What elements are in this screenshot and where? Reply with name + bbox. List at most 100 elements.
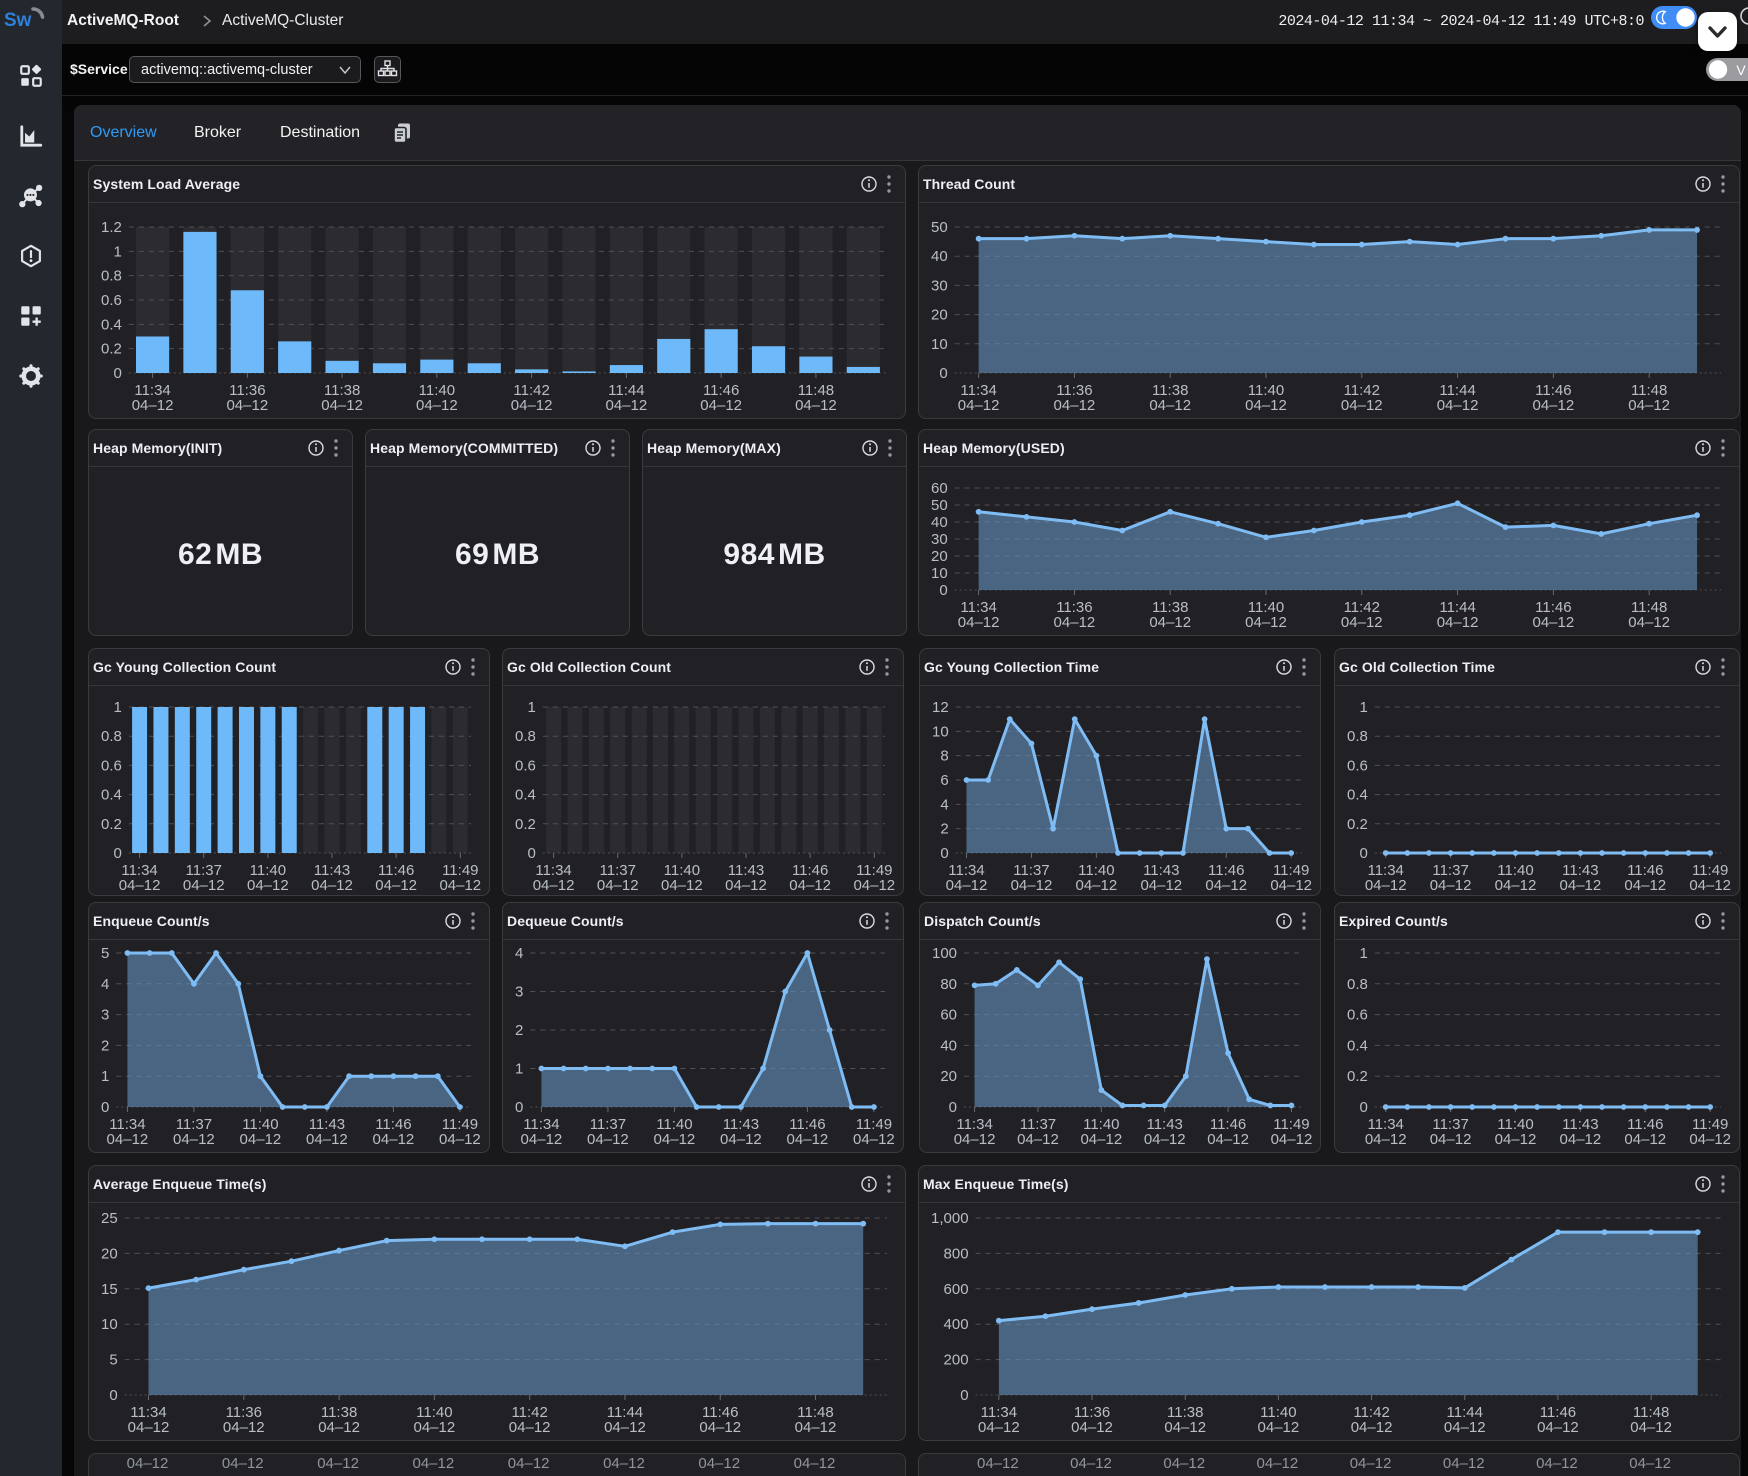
svg-text:04–12: 04–12 bbox=[1140, 877, 1182, 894]
svg-text:0.6: 0.6 bbox=[515, 757, 536, 774]
svg-text:0.6: 0.6 bbox=[1347, 757, 1368, 774]
svg-text:04–12: 04–12 bbox=[226, 397, 268, 414]
svg-text:04–12: 04–12 bbox=[223, 1419, 265, 1436]
svg-text:11:49: 11:49 bbox=[856, 862, 892, 879]
svg-text:11:44: 11:44 bbox=[1447, 1404, 1483, 1421]
svg-text:60: 60 bbox=[940, 1007, 957, 1024]
svg-text:04–12: 04–12 bbox=[1054, 397, 1096, 414]
svg-text:04–12: 04–12 bbox=[511, 397, 553, 414]
svg-text:11:46: 11:46 bbox=[1535, 382, 1571, 399]
svg-text:04–12: 04–12 bbox=[787, 1131, 829, 1148]
svg-text:200: 200 bbox=[944, 1352, 969, 1369]
svg-text:1: 1 bbox=[114, 243, 122, 260]
svg-text:04–12: 04–12 bbox=[1257, 1455, 1299, 1472]
svg-text:04–12: 04–12 bbox=[1144, 1131, 1186, 1148]
svg-text:11:38: 11:38 bbox=[321, 1404, 357, 1421]
svg-text:04–12: 04–12 bbox=[1245, 397, 1287, 414]
svg-text:20: 20 bbox=[940, 1068, 957, 1085]
svg-text:0.2: 0.2 bbox=[101, 816, 122, 833]
svg-text:11:46: 11:46 bbox=[1540, 1404, 1576, 1421]
svg-text:50: 50 bbox=[931, 497, 948, 514]
svg-text:0: 0 bbox=[960, 1387, 968, 1404]
svg-text:11:38: 11:38 bbox=[324, 382, 360, 399]
svg-text:04–12: 04–12 bbox=[1624, 1131, 1666, 1148]
svg-text:11:42: 11:42 bbox=[513, 382, 549, 399]
svg-text:0.4: 0.4 bbox=[515, 787, 536, 804]
svg-text:40: 40 bbox=[931, 514, 948, 531]
svg-text:11:46: 11:46 bbox=[375, 1116, 411, 1133]
svg-text:11:43: 11:43 bbox=[1146, 1116, 1182, 1133]
svg-text:0: 0 bbox=[940, 845, 948, 862]
svg-text:11:46: 11:46 bbox=[1210, 1116, 1246, 1133]
svg-text:11:42: 11:42 bbox=[1353, 1404, 1389, 1421]
svg-text:11:38: 11:38 bbox=[1152, 599, 1188, 616]
svg-text:11:34: 11:34 bbox=[134, 382, 170, 399]
svg-text:11:40: 11:40 bbox=[416, 1404, 452, 1421]
svg-text:04–12: 04–12 bbox=[1437, 397, 1479, 414]
svg-text:04–12: 04–12 bbox=[1076, 877, 1118, 894]
svg-text:30: 30 bbox=[931, 531, 948, 548]
svg-text:11:48: 11:48 bbox=[798, 382, 834, 399]
svg-text:11:48: 11:48 bbox=[1633, 1404, 1669, 1421]
svg-text:1.2: 1.2 bbox=[101, 219, 122, 236]
svg-text:600: 600 bbox=[944, 1281, 969, 1298]
svg-text:11:36: 11:36 bbox=[226, 1404, 262, 1421]
svg-text:04–12: 04–12 bbox=[1207, 1131, 1249, 1148]
svg-text:2: 2 bbox=[101, 1037, 109, 1054]
svg-text:10: 10 bbox=[101, 1316, 118, 1333]
svg-text:0.2: 0.2 bbox=[1347, 1068, 1368, 1085]
svg-text:11:49: 11:49 bbox=[442, 862, 478, 879]
svg-text:2: 2 bbox=[515, 1022, 523, 1039]
svg-text:11:46: 11:46 bbox=[792, 862, 828, 879]
svg-text:11:37: 11:37 bbox=[590, 1116, 626, 1133]
svg-text:04–12: 04–12 bbox=[1430, 1131, 1472, 1148]
svg-text:10: 10 bbox=[932, 723, 949, 740]
svg-text:04–12: 04–12 bbox=[128, 1419, 170, 1436]
svg-text:1: 1 bbox=[515, 1061, 523, 1078]
svg-text:30: 30 bbox=[931, 277, 948, 294]
svg-text:04–12: 04–12 bbox=[606, 397, 648, 414]
svg-text:11:43: 11:43 bbox=[309, 1116, 345, 1133]
svg-text:1: 1 bbox=[1360, 699, 1368, 716]
svg-text:04–12: 04–12 bbox=[603, 1455, 645, 1472]
svg-text:0.2: 0.2 bbox=[101, 341, 122, 358]
svg-text:10: 10 bbox=[931, 336, 948, 353]
svg-text:04–12: 04–12 bbox=[1443, 1455, 1485, 1472]
svg-text:11:46: 11:46 bbox=[378, 862, 414, 879]
svg-text:04–12: 04–12 bbox=[946, 877, 988, 894]
svg-text:0.6: 0.6 bbox=[1347, 1007, 1368, 1024]
svg-text:11:34: 11:34 bbox=[1367, 1116, 1403, 1133]
svg-text:04–12: 04–12 bbox=[127, 1455, 169, 1472]
svg-text:04–12: 04–12 bbox=[317, 1455, 359, 1472]
svg-text:40: 40 bbox=[931, 248, 948, 265]
svg-text:1,000: 1,000 bbox=[931, 1210, 969, 1227]
svg-text:11:49: 11:49 bbox=[1273, 1116, 1309, 1133]
svg-text:04–12: 04–12 bbox=[439, 877, 481, 894]
svg-text:04–12: 04–12 bbox=[1080, 1131, 1122, 1148]
svg-text:04–12: 04–12 bbox=[1629, 1455, 1671, 1472]
svg-text:0.6: 0.6 bbox=[101, 757, 122, 774]
svg-text:04–12: 04–12 bbox=[958, 614, 1000, 631]
svg-text:04–12: 04–12 bbox=[509, 1419, 551, 1436]
svg-text:04–12: 04–12 bbox=[1533, 614, 1575, 631]
svg-text:04–12: 04–12 bbox=[1495, 877, 1537, 894]
svg-text:04–12: 04–12 bbox=[1624, 877, 1666, 894]
svg-text:0.8: 0.8 bbox=[515, 728, 536, 745]
svg-text:11:40: 11:40 bbox=[1083, 1116, 1119, 1133]
svg-text:11:49: 11:49 bbox=[442, 1116, 478, 1133]
svg-text:04–12: 04–12 bbox=[1495, 1131, 1537, 1148]
svg-text:11:43: 11:43 bbox=[1562, 1116, 1598, 1133]
svg-text:04–12: 04–12 bbox=[1533, 397, 1575, 414]
svg-text:04–12: 04–12 bbox=[321, 397, 363, 414]
svg-text:04–12: 04–12 bbox=[521, 1131, 563, 1148]
svg-text:11:37: 11:37 bbox=[600, 862, 636, 879]
svg-text:04–12: 04–12 bbox=[413, 1455, 455, 1472]
svg-text:04–12: 04–12 bbox=[698, 1455, 740, 1472]
svg-text:0: 0 bbox=[1360, 1099, 1368, 1116]
svg-text:80: 80 bbox=[940, 976, 957, 993]
svg-text:0.2: 0.2 bbox=[515, 816, 536, 833]
svg-text:04–12: 04–12 bbox=[1365, 1131, 1407, 1148]
svg-text:11:44: 11:44 bbox=[1439, 599, 1475, 616]
svg-text:11:49: 11:49 bbox=[1692, 862, 1728, 879]
svg-text:04–12: 04–12 bbox=[1149, 397, 1191, 414]
